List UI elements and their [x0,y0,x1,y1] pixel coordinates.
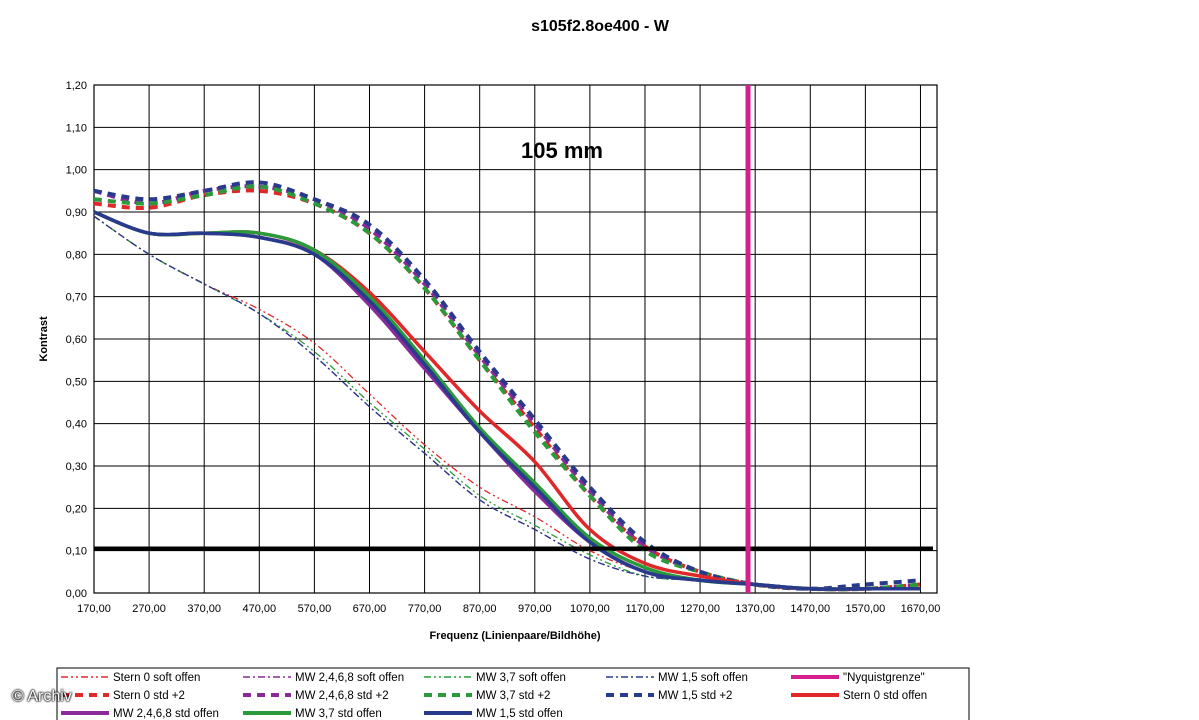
y-tick-labels: 0,00 0,10 0,20 0,30 0,40 0,50 0,60 0,70 0,80 0,90… [66,80,87,600]
x-tick-label: 670,00 [353,603,387,615]
series-line-stern-0-std-2 [93,188,921,592]
legend-label: MW 2,4,6,8 std offen [113,708,219,720]
x-tick-label: 1470,00 [790,603,830,615]
reference-lines [94,85,933,593]
x-tick-label: 1570,00 [845,603,885,615]
y-tick-label: 0,30 [66,461,87,473]
x-axis-label: Frequenz (Linienpaare/Bildhöhe) [429,630,600,642]
series-line-stern-0-soft-offen [93,215,921,590]
legend-label: MW 3,7 soft offen [476,672,566,684]
y-tick-label: 0,10 [66,546,87,558]
y-tick-label: 0,70 [66,292,87,304]
series-line-stern-0-std-offen [93,210,921,591]
y-tick-label: 1,10 [66,122,87,134]
x-tick-label: 470,00 [242,603,276,615]
x-tick-label: 1370,00 [735,603,775,615]
x-tick-labels: 170,00 270,00 370,00 470,00 570,00 670,00 770,… [77,603,940,615]
series-line-mw-3-7-std-offen [93,210,921,591]
copyright-credit: © Archiv [12,688,72,705]
series-group [93,180,921,592]
y-tick-label: 0,40 [66,419,87,431]
y-tick-label: 0,00 [66,588,87,600]
legend-label: MW 3,7 std +2 [476,690,550,702]
y-tick-label: 0,50 [66,376,87,388]
chart-title: s105f2.8oe400 - W [531,18,670,35]
legend-label: Stern 0 std +2 [113,690,185,702]
x-tick-label: 1170,00 [626,603,665,615]
legend: Stern 0 soft offen MW 2,4,6,8 soft offen M… [56,667,970,720]
grid [93,84,937,594]
series-line-mw-3-7-std-2 [93,184,921,592]
series-line-mw-1-5-soft-offen [93,215,921,590]
legend-label: MW 1,5 std offen [476,708,563,720]
legend-label: MW 2,4,6,8 soft offen [295,672,404,684]
legend-label: MW 1,5 soft offen [658,672,748,684]
y-axis-label: Kontrast [38,316,50,362]
legend-label: Stern 0 std offen [843,690,927,702]
series-line-mw-3-7-soft-offen [93,215,921,590]
series-line-mw-2-4-6-8-soft-offen [93,215,921,590]
legend-label: MW 3,7 std offen [295,708,382,720]
x-tick-label: 170,00 [77,603,111,615]
series-line-mw-2-4-6-8-std-offen [93,210,921,591]
y-tick-label: 0,90 [66,207,87,219]
legend-label: MW 1,5 std +2 [658,690,732,702]
y-tick-label: 0,80 [66,249,87,261]
series-line-mw-1-5-std-2 [93,180,921,591]
x-tick-label: 770,00 [408,603,442,615]
x-tick-label: 1670,00 [901,603,941,615]
series-line-mw-2-4-6-8-std-2 [93,184,921,592]
y-tick-label: 0,60 [66,334,87,346]
y-tick-label: 0,20 [66,503,87,515]
y-tick-label: 1,20 [66,80,87,92]
plot-area-border [93,84,938,594]
x-tick-label: 370,00 [187,603,221,615]
legend-items: Stern 0 soft offen MW 2,4,6,8 soft offen M… [61,672,927,720]
y-tick-label: 1,00 [66,165,87,177]
legend-label: MW 2,4,6,8 std +2 [295,690,389,702]
series-line-mw-1-5-std-offen [93,210,921,591]
legend-label: "Nyquistgrenze" [843,672,925,684]
x-tick-label: 270,00 [132,603,166,615]
chart-annotation: 105 mm [521,138,603,163]
legend-label: Stern 0 soft offen [113,672,200,684]
x-tick-label: 970,00 [518,603,552,615]
x-tick-label: 570,00 [298,603,332,615]
x-tick-label: 1070,00 [570,603,610,615]
x-tick-label: 1270,00 [680,603,720,615]
x-tick-label: 870,00 [463,603,497,615]
